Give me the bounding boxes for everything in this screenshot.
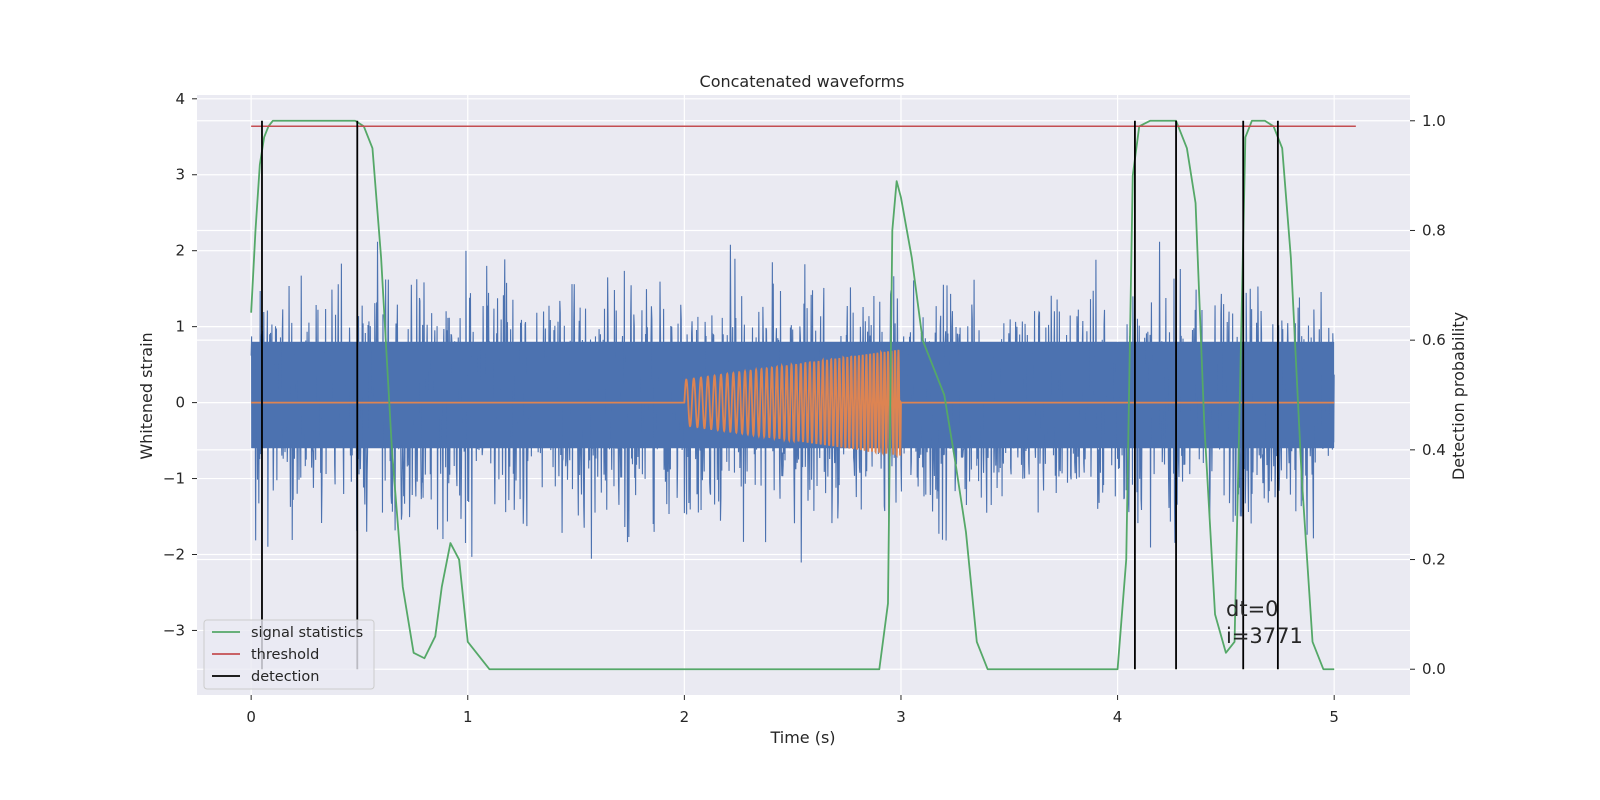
- chart-title: Concatenated waveforms: [700, 72, 905, 91]
- y-tick-label: 3: [175, 166, 185, 184]
- y-right-tick-label: 0.8: [1422, 221, 1446, 239]
- x-axis-ticks: 0 1 2 3 4 5: [246, 695, 1339, 726]
- annotation-index: i=3771: [1226, 624, 1303, 648]
- noise-line: [250, 241, 1335, 563]
- y-tick-label: 0: [175, 394, 185, 412]
- y-right-tick-label: 0.4: [1422, 441, 1446, 459]
- x-tick-label: 3: [896, 708, 906, 726]
- legend-box: [203, 619, 375, 690]
- y-tick-label: 4: [175, 90, 185, 108]
- x-tick-label: 0: [246, 708, 256, 726]
- legend-label-signal-statistics: signal statistics: [251, 625, 363, 641]
- legend-label-threshold: threshold: [251, 647, 319, 663]
- legend-label-detection: detection: [251, 669, 319, 685]
- right-axis-ticks: 0.0 0.2 0.4 0.6 0.8 1.0: [1410, 112, 1446, 678]
- y-tick-label: −3: [163, 621, 185, 639]
- left-axis-ticks: −3 −2 −1 0 1 2 3 4: [163, 90, 197, 639]
- x-tick-label: 2: [680, 708, 690, 726]
- y-tick-label: 1: [175, 318, 185, 336]
- detection-series: [261, 120, 1279, 670]
- y-right-tick-label: 0.2: [1422, 551, 1446, 569]
- plot-clip: [250, 119, 1356, 671]
- y-right-tick-label: 0.6: [1422, 331, 1446, 349]
- y-axis-label: Whitened strain: [137, 332, 156, 459]
- injected-signal-line: [251, 349, 1335, 459]
- injected-signal-series: [251, 349, 1335, 459]
- y-tick-label: −1: [163, 470, 185, 488]
- y-tick-label: 2: [175, 242, 185, 260]
- x-tick-label: 4: [1113, 708, 1123, 726]
- y-right-tick-label: 0.0: [1422, 660, 1446, 678]
- x-axis-label: Time (s): [769, 728, 835, 747]
- y-tick-label: −2: [163, 545, 185, 563]
- y-right-axis-label: Detection probability: [1449, 312, 1468, 480]
- x-tick-label: 5: [1329, 708, 1339, 726]
- y-right-tick-label: 1.0: [1422, 112, 1446, 130]
- legend: signal statistics threshold detection: [203, 619, 375, 690]
- annotation-dt: dt=0: [1226, 597, 1279, 621]
- x-tick-label: 1: [463, 708, 473, 726]
